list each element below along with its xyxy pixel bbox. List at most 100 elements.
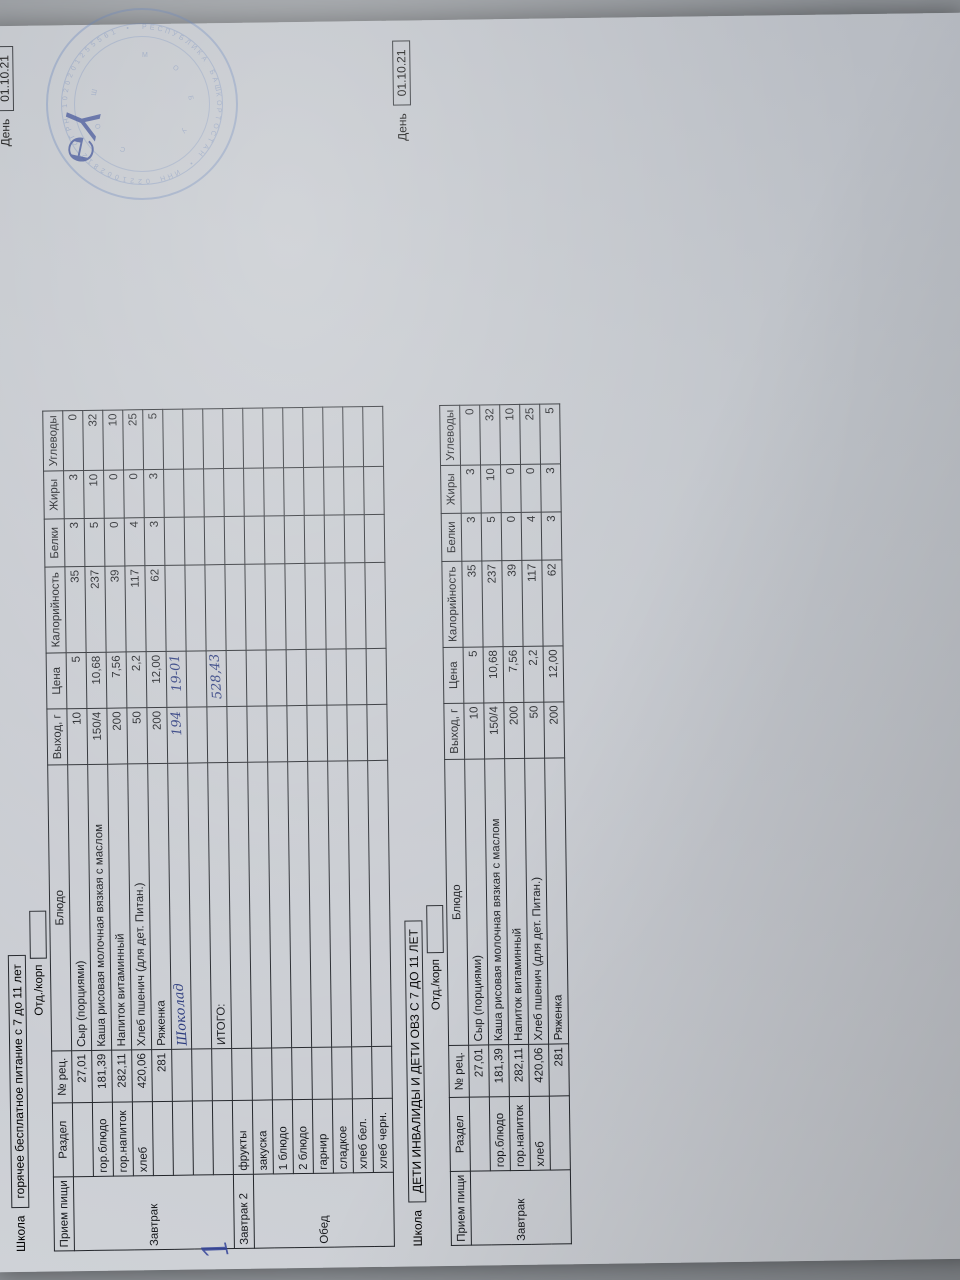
protein-cell[interactable] bbox=[224, 516, 245, 565]
protein-cell[interactable] bbox=[164, 516, 185, 566]
recipe-number-cell[interactable] bbox=[331, 1046, 353, 1099]
protein-cell[interactable]: 4 bbox=[521, 512, 542, 561]
carbs-cell[interactable]: 32 bbox=[82, 410, 104, 471]
total-recipe-cell[interactable] bbox=[211, 1048, 233, 1101]
section-cell[interactable]: гор.блюдо bbox=[92, 1102, 114, 1177]
fat-cell[interactable]: 0 bbox=[500, 464, 522, 513]
output-grams-cell[interactable]: 50 bbox=[523, 701, 545, 759]
price-cell[interactable]: 7,56 bbox=[106, 651, 127, 709]
carbs-cell[interactable]: 10 bbox=[102, 409, 124, 471]
output-grams-cell[interactable]: 200 bbox=[106, 707, 128, 765]
protein-cell[interactable]: 3 bbox=[64, 518, 85, 567]
calories-cell[interactable] bbox=[264, 563, 287, 650]
protein-cell[interactable] bbox=[244, 515, 265, 565]
total-output-cell[interactable] bbox=[206, 706, 228, 763]
total-calories-cell[interactable] bbox=[204, 564, 227, 651]
output-grams-cell[interactable]: 10 bbox=[463, 702, 485, 760]
carbs-cell[interactable] bbox=[282, 407, 304, 468]
output-grams-cell[interactable] bbox=[226, 706, 248, 763]
calories-cell[interactable]: 39 bbox=[501, 560, 524, 647]
fat-cell[interactable] bbox=[163, 468, 185, 518]
total-carbs-cell[interactable] bbox=[202, 408, 224, 469]
carbs-cell[interactable] bbox=[242, 407, 264, 469]
section-cell[interactable] bbox=[172, 1100, 194, 1176]
recipe-number-cell[interactable]: 27,01 bbox=[468, 1044, 490, 1098]
protein-cell[interactable]: 4 bbox=[124, 517, 145, 566]
section-cell[interactable]: гарнир bbox=[312, 1098, 334, 1174]
calories-cell[interactable] bbox=[344, 562, 367, 649]
fat-cell[interactable]: 0 bbox=[103, 469, 125, 519]
price-cell[interactable]: 12,00 bbox=[146, 651, 167, 708]
section-cell[interactable]: гор.блюдо bbox=[489, 1096, 511, 1171]
price-cell[interactable]: 5 bbox=[463, 646, 484, 704]
fat-cell[interactable] bbox=[243, 467, 265, 517]
protein-cell[interactable]: 0 bbox=[104, 517, 125, 567]
price-cell[interactable] bbox=[186, 650, 207, 707]
section-cell[interactable]: сладкое bbox=[332, 1098, 354, 1173]
section-cell[interactable] bbox=[72, 1102, 94, 1177]
price-cell[interactable] bbox=[246, 649, 267, 707]
calories-cell[interactable] bbox=[324, 562, 347, 650]
carbs-cell[interactable]: 5 bbox=[142, 409, 164, 470]
recipe-number-cell[interactable] bbox=[271, 1047, 293, 1100]
output-grams-cell[interactable]: 150/4 bbox=[86, 708, 108, 765]
section-cell[interactable]: гор.напиток bbox=[509, 1096, 531, 1171]
carbs-cell[interactable] bbox=[362, 406, 384, 467]
section-cell[interactable] bbox=[192, 1100, 214, 1175]
carbs-cell[interactable] bbox=[302, 407, 324, 468]
carbs-cell[interactable] bbox=[262, 407, 284, 468]
section-cell[interactable] bbox=[152, 1101, 174, 1176]
meal-name-cell[interactable]: Завтрак 2 bbox=[233, 1174, 255, 1249]
calories-cell[interactable] bbox=[304, 563, 327, 650]
price-cell[interactable]: 12,00 bbox=[543, 645, 564, 702]
carbs-cell[interactable] bbox=[182, 408, 204, 469]
output-grams-cell[interactable]: 50 bbox=[126, 707, 148, 764]
calories-cell[interactable]: 35 bbox=[461, 560, 484, 648]
fat-cell[interactable] bbox=[323, 466, 345, 516]
section-cell[interactable]: хлеб бел. bbox=[352, 1098, 374, 1173]
output-grams-cell[interactable] bbox=[366, 704, 388, 761]
recipe-number-cell[interactable]: 281 bbox=[548, 1043, 570, 1096]
recipe-number-cell[interactable]: 181,39 bbox=[91, 1050, 113, 1103]
recipe-number-cell[interactable] bbox=[351, 1046, 373, 1099]
output-grams-cell[interactable]: 200 bbox=[503, 702, 525, 759]
calories-cell[interactable] bbox=[364, 562, 387, 649]
calories-cell[interactable]: 237 bbox=[481, 560, 504, 647]
fat-cell[interactable]: 10 bbox=[83, 470, 105, 519]
price-cell[interactable] bbox=[286, 649, 307, 706]
calories-cell[interactable]: 62 bbox=[144, 565, 167, 652]
carbs-cell[interactable]: 5 bbox=[539, 403, 561, 465]
total-fat-cell[interactable] bbox=[203, 468, 225, 517]
total-price-cell[interactable]: 528,43 bbox=[206, 650, 227, 707]
section-cell[interactable]: 2 блюдо bbox=[292, 1099, 314, 1174]
recipe-number-cell[interactable]: 181,39 bbox=[488, 1044, 510, 1097]
section-cell[interactable]: хлеб черн. bbox=[372, 1098, 394, 1173]
total-section-cell[interactable] bbox=[212, 1100, 234, 1175]
fat-cell[interactable]: 3 bbox=[63, 470, 85, 519]
fat-cell[interactable] bbox=[283, 467, 305, 516]
section-cell[interactable]: 1 блюдо bbox=[272, 1099, 294, 1174]
protein-cell[interactable] bbox=[324, 514, 345, 564]
dish-name-cell[interactable] bbox=[367, 760, 392, 1047]
protein-cell[interactable] bbox=[264, 515, 285, 564]
output-grams-cell[interactable]: 200 bbox=[543, 701, 565, 758]
recipe-number-cell[interactable] bbox=[171, 1048, 193, 1102]
recipe-number-cell[interactable]: 282,11 bbox=[508, 1044, 530, 1097]
dept-input-2[interactable] bbox=[426, 904, 444, 954]
output-grams-cell[interactable] bbox=[306, 705, 328, 762]
carbs-cell[interactable]: 25 bbox=[122, 409, 144, 470]
protein-cell[interactable] bbox=[344, 514, 365, 563]
fat-cell[interactable]: 3 bbox=[143, 469, 165, 518]
section-cell[interactable]: закуска bbox=[252, 1099, 274, 1175]
fat-cell[interactable] bbox=[183, 468, 205, 517]
price-cell[interactable]: 5 bbox=[66, 652, 87, 709]
section-cell[interactable] bbox=[469, 1096, 491, 1172]
recipe-number-cell[interactable] bbox=[291, 1047, 313, 1100]
price-cell[interactable]: 2,2 bbox=[523, 645, 544, 703]
price-cell[interactable] bbox=[306, 649, 327, 706]
output-grams-cell[interactable] bbox=[186, 706, 208, 763]
output-grams-cell[interactable] bbox=[286, 705, 308, 762]
protein-cell[interactable]: 5 bbox=[481, 512, 502, 561]
calories-cell[interactable] bbox=[184, 564, 207, 651]
output-grams-cell[interactable] bbox=[266, 705, 288, 762]
